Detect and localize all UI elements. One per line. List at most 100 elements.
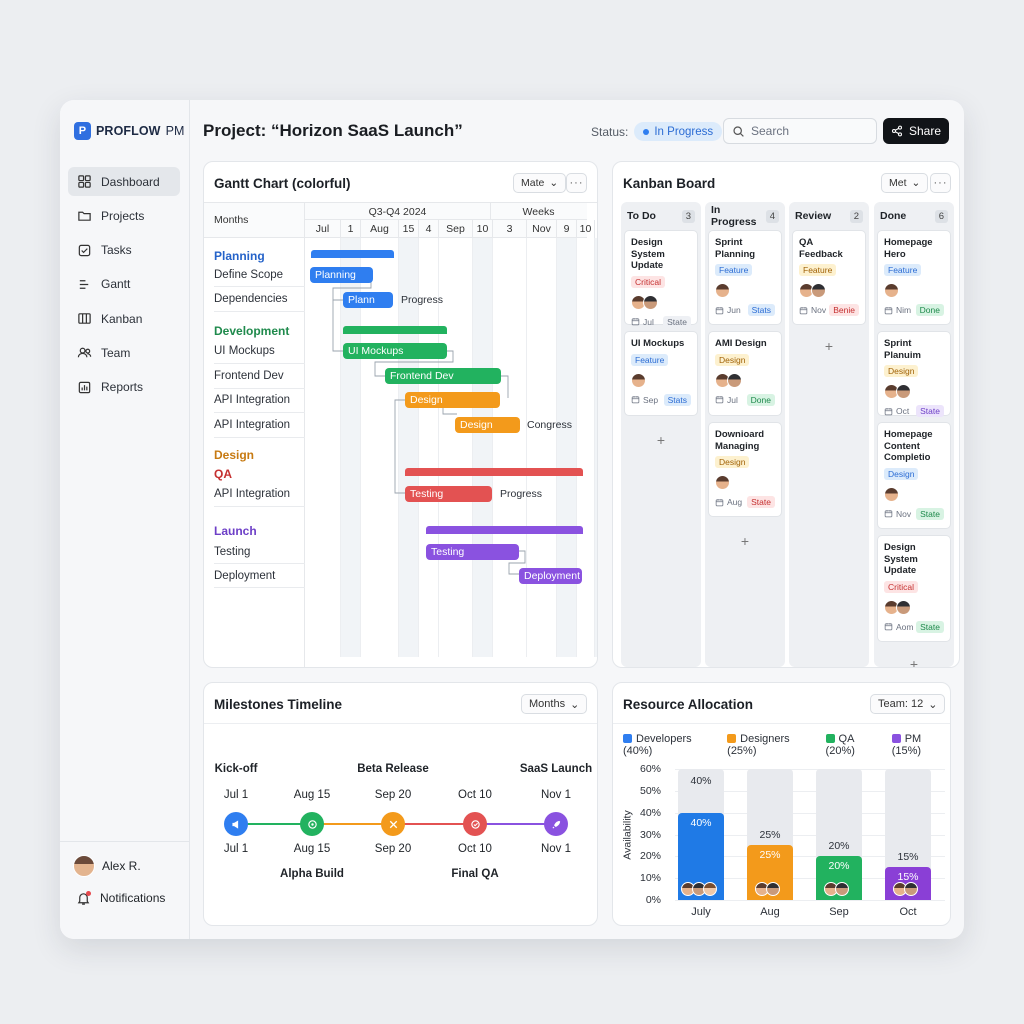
logo-suffix: PM <box>165 124 185 138</box>
kanban-card-title: Design System Update <box>631 237 665 271</box>
gantt-task-label[interactable]: UI Mockups <box>214 345 275 357</box>
kanban-card-tag: Feature <box>631 353 669 366</box>
bar-value-label: 15% <box>897 851 919 864</box>
gantt-gridline <box>492 238 493 657</box>
logo-mark-icon: P <box>74 122 91 140</box>
sidebar-item-kanban[interactable]: Kanban <box>68 304 180 333</box>
kanban-card[interactable]: Sprint Planuim Design Oct State <box>877 331 951 417</box>
gantt-task-bar[interactable]: Plann <box>343 292 393 308</box>
add-card-button[interactable]: + <box>909 656 919 668</box>
sidebar-item-reports[interactable]: Reports <box>68 373 180 402</box>
bar-value-label: 40% <box>690 775 712 787</box>
milestone-node[interactable] <box>300 812 324 836</box>
milestone-name: Kick-off <box>214 763 258 775</box>
add-card-button[interactable]: + <box>656 432 666 448</box>
kanban-card[interactable]: Design System Update Critical Jul State <box>624 230 698 328</box>
gantt-column-stripe <box>399 238 419 657</box>
gantt-task-bar[interactable]: Testing <box>426 544 519 560</box>
search-input[interactable] <box>751 124 861 138</box>
kanban-card-footer: Nim Done <box>884 304 944 316</box>
gantt-task-bar[interactable]: Deployment <box>519 568 582 584</box>
avatar <box>884 486 899 502</box>
kanban-card[interactable]: Homepage Hero Feature Nim Done <box>877 230 951 325</box>
gantt-group-label[interactable]: Launch <box>214 524 257 538</box>
sidebar-item-projects[interactable]: Projects <box>68 201 180 230</box>
kanban-card-assignees <box>631 372 691 388</box>
team-dropdown[interactable]: Team: 12 ⌄ <box>870 694 946 714</box>
kanban-card[interactable]: QA Feedback Feature Nov Benie <box>792 230 866 325</box>
y-tick-label: 60% <box>639 763 661 775</box>
avatar <box>896 599 911 615</box>
milestone-node[interactable] <box>224 812 248 836</box>
legend-label: PM (15%) <box>891 733 922 757</box>
kanban-card[interactable]: AMI Design Design Jul Done <box>708 331 782 416</box>
gantt-group-label[interactable]: QA <box>214 467 232 481</box>
gantt-task-bar[interactable]: Testing <box>405 486 492 502</box>
gantt-summary-bar <box>426 526 583 534</box>
kanban-card[interactable]: Downioard Managing Design Aug State <box>708 422 782 517</box>
sidebar-item-team[interactable]: Team <box>68 338 180 367</box>
gantt-group-label[interactable]: Development <box>214 324 290 338</box>
add-card-button[interactable]: + <box>740 533 750 549</box>
gridline <box>675 790 945 792</box>
milestone-node[interactable] <box>544 812 568 836</box>
milestones-dropdown[interactable]: Months ⌄ <box>521 694 588 714</box>
gantt-task-label[interactable]: API Integration <box>214 488 291 500</box>
sidebar-item-dashboard[interactable]: Dashboard <box>68 167 180 196</box>
gantt-group-label[interactable]: Design <box>214 448 255 462</box>
kanban-card-assignees <box>884 384 944 399</box>
gantt-dropdown[interactable]: Mate ⌄ <box>513 173 567 193</box>
gantt-gridline <box>576 238 577 657</box>
kanban-card[interactable]: Design System Update Critical Aom State <box>877 535 951 642</box>
columns-icon <box>78 313 91 324</box>
sidebar-item-gantt[interactable]: Gantt <box>68 270 180 299</box>
kanban-card-status: State <box>916 620 944 633</box>
gantt-task-bar[interactable]: Planning <box>310 267 373 283</box>
kanban-card-date-text: Aom <box>896 621 914 632</box>
gantt-bar-label: Frontend Dev <box>390 370 454 382</box>
gantt-task-label[interactable]: Define Scope <box>214 269 284 281</box>
gantt-gridline <box>418 238 419 657</box>
kanban-card-date-text: Jun <box>727 305 741 315</box>
gantt-task-label[interactable]: Deployment <box>214 570 276 582</box>
status-badge[interactable]: In Progress <box>634 122 723 141</box>
gantt-bar-label: Deployment <box>524 570 581 582</box>
kanban-more-button[interactable]: ··· <box>930 173 951 193</box>
milestone-name: Beta Release <box>357 763 429 775</box>
kanban-card-title: Design System Update <box>884 542 918 576</box>
gantt-bar-label: Plann <box>348 294 375 306</box>
kanban-card-footer: Aug State <box>715 496 775 508</box>
gantt-row-separator <box>214 437 305 438</box>
gantt-task-label[interactable]: Frontend Dev <box>214 370 284 382</box>
gantt-task-label[interactable]: API Integration <box>214 419 291 431</box>
user-profile[interactable]: Alex R. <box>60 854 190 878</box>
kanban-card[interactable]: Sprint Planning Feature Jun Stats <box>708 230 782 325</box>
gantt-task-bar[interactable]: UI Mockups <box>343 343 447 359</box>
sidebar-item-tasks[interactable]: Tasks <box>68 236 180 265</box>
gantt-more-button[interactable]: ··· <box>566 173 587 193</box>
gantt-row-separator <box>214 412 305 413</box>
kanban-card[interactable]: UI Mockups Feature Sep Stats <box>624 331 698 416</box>
gantt-task-label[interactable]: API Integration <box>214 394 291 406</box>
logo[interactable]: P PROFLOW PM <box>74 122 185 140</box>
kanban-card-tag: Design <box>715 456 750 468</box>
kanban-card-footer: Jun Stats <box>715 304 775 316</box>
notifications-link[interactable]: Notifications <box>60 886 190 910</box>
calendar-icon <box>715 498 724 506</box>
milestone-node[interactable] <box>381 812 405 836</box>
gantt-task-label[interactable]: Testing <box>214 546 251 558</box>
gantt-task-bar[interactable]: Design <box>455 417 520 433</box>
gantt-column-stripe <box>595 238 597 657</box>
gantt-group-label[interactable]: Planning <box>214 249 265 263</box>
gantt-task-bar[interactable]: Frontend Dev <box>385 368 501 384</box>
gantt-task-label[interactable]: Dependencies <box>214 293 288 305</box>
gantt-task-bar[interactable]: Design <box>405 392 500 408</box>
milestone-name: Final QA <box>451 868 499 880</box>
chevron-down-icon: ⌄ <box>570 698 580 711</box>
milestone-node[interactable] <box>463 812 487 836</box>
kanban-dropdown[interactable]: Met ⌄ <box>881 173 929 193</box>
add-card-button[interactable]: + <box>824 338 834 354</box>
kanban-card[interactable]: Homepage Content Completio Design Nov State <box>877 422 951 529</box>
y-tick-label: 30% <box>639 828 661 841</box>
share-button[interactable]: Share <box>883 118 949 144</box>
